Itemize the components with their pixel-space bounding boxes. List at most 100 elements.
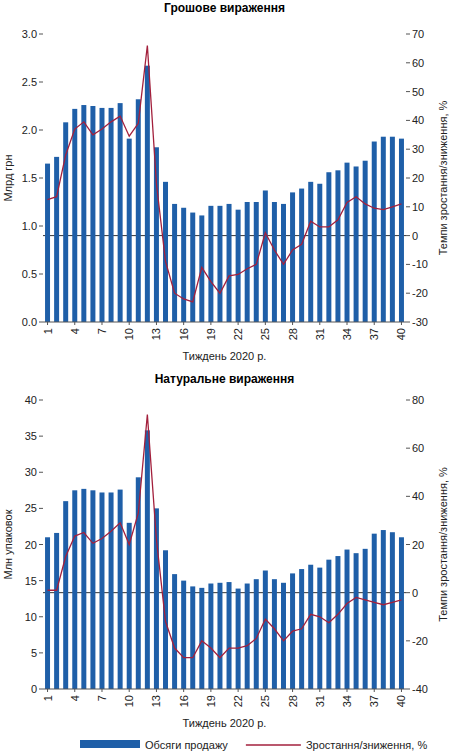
x-tick-label: 25 (259, 695, 271, 707)
bar (81, 105, 86, 322)
x-tick-label: 19 (205, 695, 217, 707)
y2-tick-label: 30 (412, 143, 424, 155)
y-tick (39, 82, 43, 83)
bar (236, 589, 241, 689)
y-tick (39, 616, 43, 617)
zero-line (43, 235, 406, 236)
x-tick-label: 16 (178, 695, 190, 707)
y-tick (39, 652, 43, 653)
x-tick (47, 689, 48, 692)
x-tick (347, 689, 348, 692)
legend-label: Обсяги продажу (145, 739, 228, 751)
x-tick (319, 689, 320, 692)
y2-tick-label: 40 (412, 490, 424, 502)
x-tick (74, 689, 75, 692)
y2-tick (406, 640, 410, 641)
x-tick (210, 689, 211, 692)
y-tick-label: 30 (25, 466, 37, 478)
bar (399, 537, 404, 689)
bar (154, 147, 159, 322)
x-tick-label: 10 (123, 328, 135, 340)
x-tick (401, 689, 402, 692)
x-tick-label: 31 (314, 328, 326, 340)
bar (127, 523, 132, 689)
bar (63, 122, 68, 322)
x-tick (347, 322, 348, 325)
bar (172, 204, 177, 322)
bar (354, 553, 359, 689)
bar (236, 210, 241, 322)
x-tick-label: 1 (42, 328, 54, 334)
y-tick (39, 274, 43, 275)
y-tick-label: 0.0 (22, 316, 37, 328)
bar (217, 206, 222, 322)
bar (390, 532, 395, 689)
y-tick-label: 3.0 (22, 28, 37, 40)
line (48, 414, 402, 657)
y-tick (39, 472, 43, 473)
y-axis-label: Млн упаковок (2, 509, 14, 579)
bar (290, 192, 295, 322)
x-tick-label: 4 (69, 695, 81, 701)
x-tick (74, 322, 75, 325)
bar (254, 202, 259, 322)
bar (81, 489, 86, 689)
y-tick-label: 1.0 (22, 220, 37, 232)
x-tick (129, 322, 130, 325)
y-tick-label: 10 (25, 611, 37, 623)
plot-area (43, 414, 406, 689)
y2-tick-label: -30 (412, 316, 428, 328)
bar (45, 537, 50, 689)
x-tick-label: 28 (287, 695, 299, 707)
y2-tick (406, 149, 410, 150)
x-tick-label: 40 (395, 328, 407, 340)
x-tick (101, 322, 102, 325)
y-tick-label: 0 (31, 683, 37, 695)
y2-tick (406, 496, 410, 497)
bar (299, 189, 304, 322)
y-tick-label: 35 (25, 430, 37, 442)
x-tick-label: 31 (314, 695, 326, 707)
y2-tick-label: -20 (412, 287, 428, 299)
y2-tick (406, 689, 410, 690)
y-tick (39, 226, 43, 227)
bar (118, 490, 123, 689)
bar (372, 534, 377, 689)
bar (181, 581, 186, 689)
x-axis-label: Тиждень 2020 р. (183, 717, 267, 729)
x-tick (183, 322, 184, 325)
bar (245, 584, 250, 689)
bar (272, 202, 277, 322)
y2-axis-label: Темпи зростання/зниження, % (437, 467, 449, 622)
y-tick-label: 40 (25, 394, 37, 406)
title: Грошове вираження (164, 1, 285, 15)
bar (90, 490, 95, 689)
figure: Грошове вираження0.00.51.01.52.02.53.0-3… (0, 0, 455, 756)
y2-tick-label: 60 (412, 442, 424, 454)
y-tick (39, 508, 43, 509)
legend-swatch (80, 740, 140, 748)
zero-line (43, 592, 406, 593)
y2-tick (406, 34, 410, 35)
y-tick (39, 544, 43, 545)
y2-tick-label: -10 (412, 258, 428, 270)
bar (335, 556, 340, 689)
x-tick-label: 13 (150, 328, 162, 340)
bar (281, 583, 286, 689)
y2-tick-label: 10 (412, 201, 424, 213)
x-axis-line (43, 689, 406, 690)
x-tick-label: 22 (232, 695, 244, 707)
y-tick (39, 178, 43, 179)
x-tick (265, 322, 266, 325)
x-tick (292, 689, 293, 692)
x-tick-label: 40 (395, 695, 407, 707)
y-tick-label: 1.5 (22, 172, 37, 184)
bar (317, 184, 322, 322)
bar (99, 492, 104, 689)
bar (145, 430, 150, 689)
x-tick-label: 37 (368, 328, 380, 340)
y2-tick (406, 206, 410, 207)
x-tick (292, 322, 293, 325)
y2-tick (406, 264, 410, 265)
x-tick-label: 7 (96, 328, 108, 334)
